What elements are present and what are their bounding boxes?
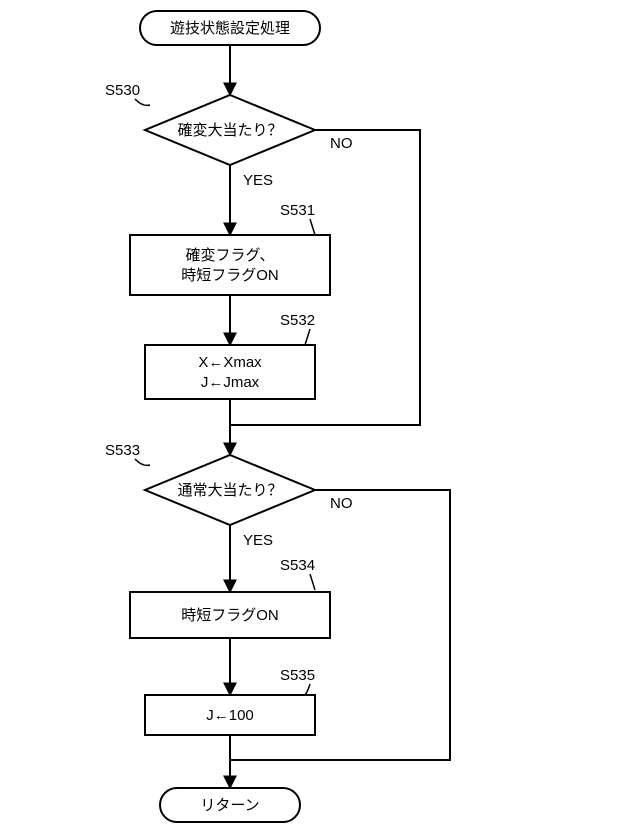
branch-label-no1: NO (330, 135, 353, 152)
leader-s530 (135, 99, 150, 105)
leader-s534 (310, 574, 315, 590)
node-start: 遊技状態設定処理 (140, 11, 320, 45)
node-text: 確変大当たり？ (177, 122, 282, 139)
node-d533: 通常大当たり？ (145, 455, 315, 525)
node-text: 通常大当たり？ (177, 482, 282, 499)
node-p532: X←Xmax J←Jmax (145, 345, 315, 399)
leader-s531 (310, 219, 315, 235)
node-text: J←Jmax (201, 374, 260, 391)
step-label-s532: S532 (280, 312, 315, 329)
node-p531: 確変フラグ、時短フラグON (130, 235, 330, 295)
node-text: リターン (200, 797, 259, 814)
branch-label-yes2: YES (243, 532, 273, 549)
node-text: 遊技状態設定処理 (170, 20, 290, 37)
leader-s533 (135, 459, 150, 465)
step-label-s533: S533 (105, 442, 140, 459)
branch-label-no2: NO (330, 495, 353, 512)
step-label-s531: S531 (280, 202, 315, 219)
leader-s532 (305, 329, 310, 345)
step-label-s530: S530 (105, 82, 140, 99)
node-text: 時短フラグON (181, 267, 279, 284)
node-end: リターン (160, 788, 300, 822)
node-text: J←100 (206, 707, 254, 724)
node-text: 時短フラグON (181, 607, 279, 624)
leader-s535 (305, 684, 310, 695)
branch-label-yes1: YES (243, 172, 273, 189)
node-text: X←Xmax (198, 354, 262, 371)
node-text: 確変フラグ、 (186, 247, 275, 264)
step-label-s535: S535 (280, 667, 315, 684)
node-d530: 確変大当たり？ (145, 95, 315, 165)
node-p534: 時短フラグON (130, 592, 330, 638)
node-p535: J←100 (145, 695, 315, 735)
step-label-s534: S534 (280, 557, 315, 574)
